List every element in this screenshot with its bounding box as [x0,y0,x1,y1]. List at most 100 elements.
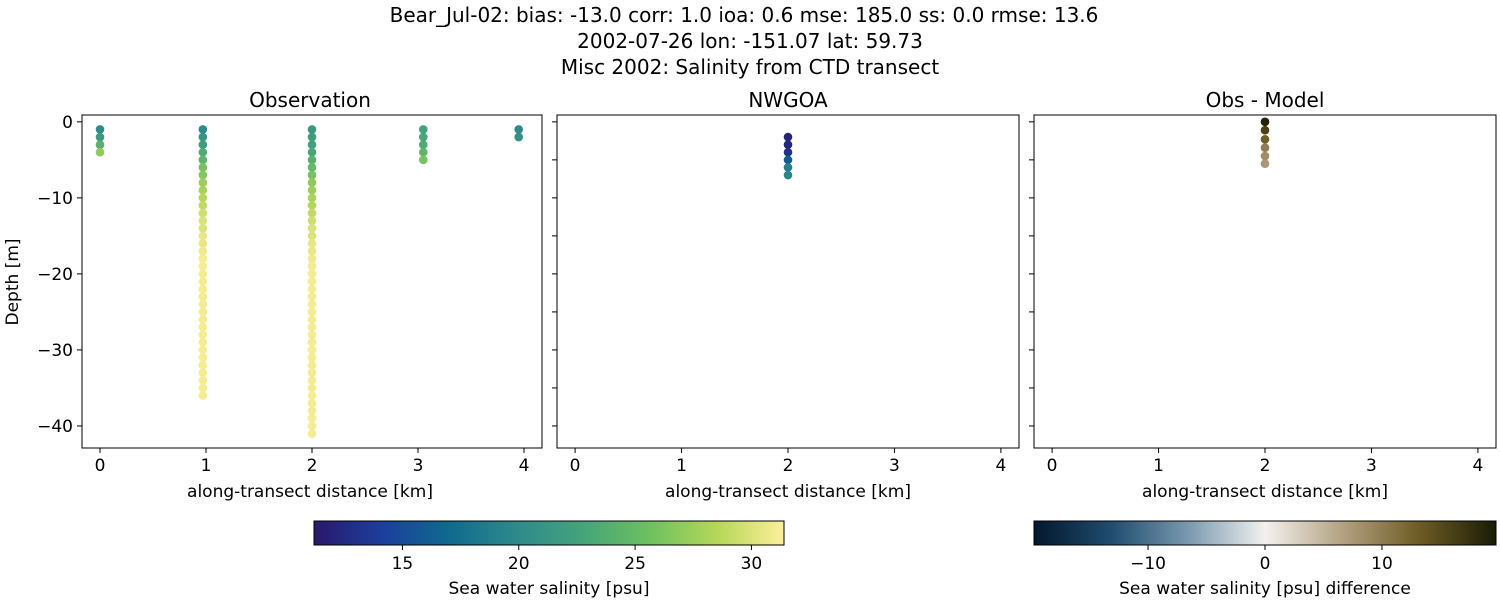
data-point [198,292,208,302]
data-point [307,398,317,408]
data-point [783,170,793,180]
x-tick-label: 4 [995,456,1006,476]
xlabel-observation: along-transect distance [km] [187,482,433,502]
data-point [95,140,105,149]
data-point [307,178,317,187]
data-point [307,132,317,142]
data-point [307,163,317,172]
data-point [514,132,523,142]
y-tick-label: −30 [37,341,73,361]
data-point [1260,135,1270,144]
data-point [307,391,317,400]
data-point [307,269,317,279]
data-point [783,132,793,142]
axes-frame-2 [1033,114,1497,449]
x-tick-label: 3 [413,456,424,476]
data-point [307,360,317,370]
data-point [307,414,317,423]
colorbar-tick-label: 20 [508,554,530,574]
data-point [198,140,208,149]
data-point [198,178,208,187]
x-tick-label: 0 [95,456,106,476]
colorbar-tick-label: 25 [624,554,646,574]
data-point [418,155,428,165]
xlabel-obs-model: along-transect distance [km] [1142,482,1388,502]
data-point [198,147,208,157]
colorbar-tick-label: 30 [741,554,763,574]
x-tick-label: 2 [783,456,794,476]
data-point [198,300,208,309]
data-point [307,140,317,149]
title-line-3: Misc 2002: Salinity from CTD transect [561,55,939,79]
data-point [307,421,317,431]
data-point [198,383,208,393]
panel-title-nwgoa: NWGOA [748,88,828,112]
y-tick-label: −10 [37,189,73,209]
x-tick-label: 2 [1260,456,1271,476]
data-point [307,147,317,157]
data-point [198,216,208,225]
data-point [307,185,317,195]
colorbar-1 [1033,520,1497,546]
data-point [514,125,523,134]
ylabel-depth: Depth [m] [3,238,23,325]
data-point [95,125,105,134]
data-point [307,193,317,203]
x-tick-label: 4 [519,456,530,476]
x-tick-label: 1 [676,456,687,476]
data-point [1260,143,1270,152]
data-point [418,147,428,157]
data-point [783,147,793,157]
data-point [418,125,428,134]
data-point [307,284,317,294]
data-point [307,261,317,271]
data-point [198,315,208,324]
data-point [198,223,208,233]
x-tick-label: 2 [307,456,318,476]
x-tick-label: 1 [1153,456,1164,476]
data-point [1260,125,1270,135]
colorbar-0 [313,520,785,546]
data-point [198,307,208,317]
data-point [198,284,208,294]
title-line-1: Bear_Jul-02: bias: -13.0 corr: 1.0 ioa: … [390,3,1099,27]
data-point [307,345,317,355]
data-point [307,376,317,385]
data-point [198,254,208,263]
data-point [307,368,317,378]
data-point [307,307,317,317]
data-point [198,360,208,370]
data-point [307,170,317,180]
data-point [307,254,317,263]
data-point [307,315,317,324]
data-point [198,368,208,378]
y-tick-label: 0 [62,113,73,133]
data-point [418,132,428,142]
y-tick-label: −20 [37,265,73,285]
data-point [307,353,317,362]
data-point [1260,159,1270,168]
x-tick-label: 1 [201,456,212,476]
data-point [198,353,208,362]
data-point [307,429,317,438]
data-point [307,223,317,233]
data-point [307,155,317,165]
title-line-2: 2002-07-26 lon: -151.07 lat: 59.73 [577,29,923,53]
data-point [198,193,208,203]
data-point [198,330,208,340]
data-point [783,140,793,149]
data-point [198,246,208,256]
data-point [418,140,428,149]
x-tick-label: 0 [1047,456,1058,476]
x-tick-label: 3 [1366,456,1377,476]
data-point [198,376,208,385]
data-point [198,170,208,180]
data-point [307,330,317,340]
data-point [198,338,208,347]
panel-title-obs-model: Obs - Model [1206,88,1325,112]
colorbar-tick-label: 15 [392,554,414,574]
colorbar-tick-label: 0 [1260,554,1271,574]
data-point [1260,151,1270,161]
data-point [198,239,208,248]
